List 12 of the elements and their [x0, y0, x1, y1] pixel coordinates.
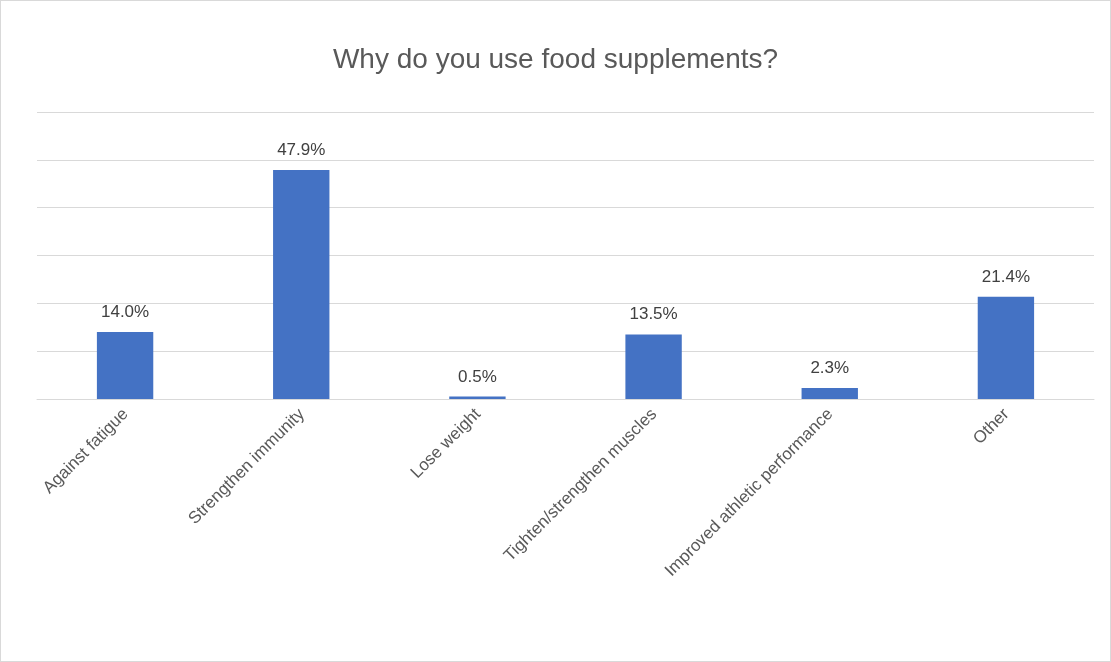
- chart-title: Why do you use food supplements?: [332, 42, 779, 74]
- data-label: 21.4%: [981, 266, 1031, 286]
- bar: [273, 169, 330, 399]
- data-label: 14.0%: [100, 302, 150, 322]
- data-label: 2.3%: [810, 358, 850, 377]
- bar: [801, 388, 858, 399]
- data-label: 13.5%: [629, 304, 678, 324]
- bar: [625, 334, 682, 399]
- data-label: 47.9%: [277, 139, 326, 159]
- bar: [96, 332, 154, 399]
- data-label: 0.5%: [458, 366, 497, 386]
- bar: [977, 296, 1035, 399]
